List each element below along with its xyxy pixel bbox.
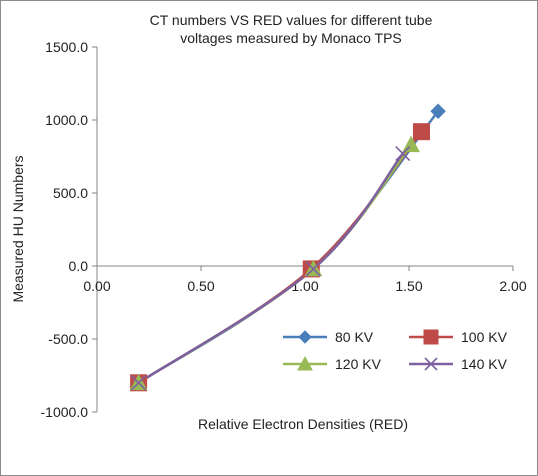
data-point-140-kv: [131, 375, 147, 391]
axis-labels: Relative Electron Densities (RED) Measur…: [10, 155, 408, 432]
marker-stroke: [395, 146, 411, 162]
legend-label: 140 KV: [461, 356, 508, 372]
legend-marker: [298, 330, 312, 344]
legend-marker: [297, 355, 313, 371]
data-point-80-kv: [430, 103, 446, 119]
x-tick-label: 0.00: [83, 278, 110, 294]
x-axis-label: Relative Electron Densities (RED): [198, 416, 408, 432]
series-lines: [137, 109, 440, 385]
legend-label: 100 KV: [461, 329, 508, 345]
data-point-120-kv: [402, 135, 420, 153]
legend-label: 120 KV: [335, 356, 382, 372]
chart-title-line-2: voltages measured by Monaco TPS: [180, 30, 402, 46]
series-line-100-kv: [137, 130, 423, 385]
legend-item-100-kv: 100 KV: [409, 329, 508, 345]
marker-stroke: [424, 357, 438, 371]
chart-legend: 80 KV 100 KV 120 KV 140 KV: [283, 329, 508, 372]
y-tick-label: 1000.0: [45, 112, 88, 128]
data-point-140-kv: [305, 261, 321, 277]
y-tick-label: -1000.0: [41, 404, 89, 420]
series-line-120-kv: [137, 143, 413, 385]
y-axis-label: Measured HU Numbers: [10, 155, 26, 302]
x-tick-label: 1.00: [291, 278, 318, 294]
series-markers: [129, 103, 446, 392]
y-tick-label: 1500.0: [45, 39, 88, 55]
data-point-100-kv: [412, 123, 430, 141]
series-line-80-kv: [137, 109, 440, 385]
legend-item-80-kv: 80 KV: [283, 329, 374, 345]
legend-label: 80 KV: [335, 329, 374, 345]
x-tick-label: 0.50: [187, 278, 214, 294]
marker-stroke: [131, 375, 147, 391]
chart-title: CT numbers VS RED values for different t…: [111, 11, 471, 47]
legend-item-120-kv: 120 KV: [283, 355, 382, 372]
legend-marker: [424, 357, 438, 371]
chart-title-line-1: CT numbers VS RED values for different t…: [149, 12, 433, 28]
legend-marker: [423, 329, 439, 345]
y-tick-label: -500.0: [48, 331, 88, 347]
chart-axes: -1000.0 -500.0 0.0 500.0 1000.0 1500.0 0.00 0.5…: [41, 39, 527, 420]
x-tick-label: 2.00: [499, 278, 526, 294]
x-tick-label: 1.50: [395, 278, 422, 294]
legend-item-140-kv: 140 KV: [409, 356, 508, 372]
y-tick-label: 500.0: [53, 185, 88, 201]
data-point-140-kv: [395, 146, 411, 162]
series-line-140-kv: [137, 152, 405, 385]
marker-stroke: [305, 261, 321, 277]
y-tick-label: 0.0: [69, 258, 89, 274]
